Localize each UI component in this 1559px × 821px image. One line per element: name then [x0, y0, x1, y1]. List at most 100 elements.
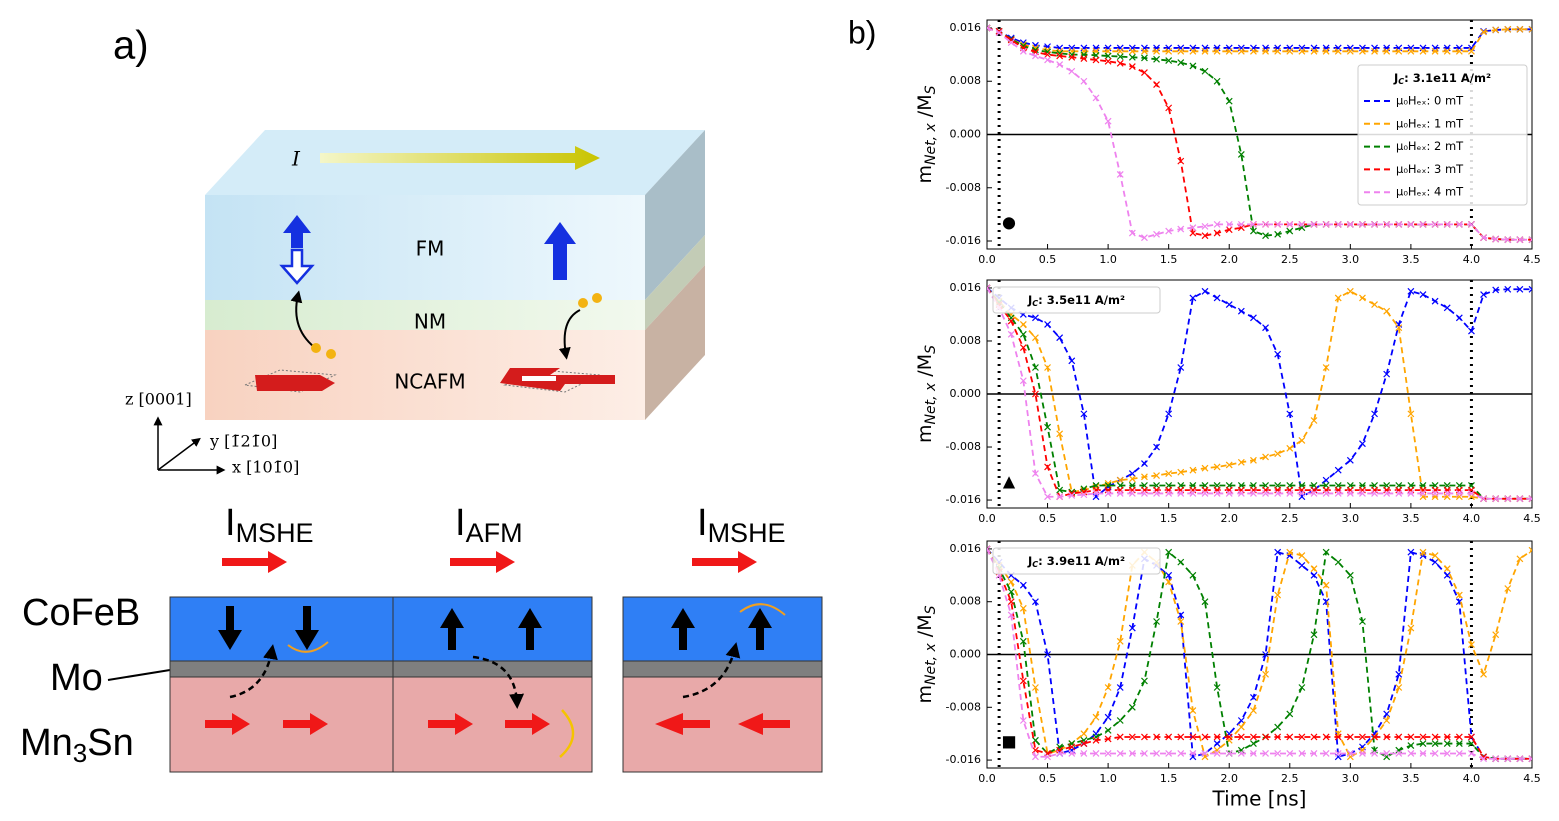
- electron: [592, 293, 602, 303]
- point-marker: [1250, 314, 1257, 322]
- legend-label: μ₀Hₑₓ: 4 mT: [1396, 185, 1464, 199]
- point-marker: [1019, 330, 1027, 338]
- point-marker: [1310, 733, 1318, 741]
- point-marker: [1250, 227, 1257, 235]
- point-marker: [1468, 47, 1475, 55]
- point-marker: [1128, 733, 1136, 741]
- line-chart: -0.016 -0.008 0.000 0.008 0.016 0.0 0.5 1.0 1.5 2…: [914, 540, 1541, 811]
- point-marker: [1383, 750, 1391, 757]
- point-marker: [1116, 53, 1124, 61]
- x-tick-label: 3.5: [1402, 253, 1420, 266]
- point-marker: [1371, 47, 1378, 55]
- point-marker: [1528, 546, 1532, 554]
- point-marker: [987, 24, 991, 32]
- spin-arrow: [279, 248, 315, 285]
- point-marker: [1274, 350, 1282, 358]
- x-axis-label: Time [ns]: [1211, 787, 1306, 811]
- point-marker: [1371, 750, 1378, 757]
- point-marker: [1262, 47, 1269, 55]
- point-marker: [1201, 750, 1209, 757]
- point-marker: [1044, 51, 1051, 59]
- subscript: AFM: [466, 518, 523, 548]
- point-marker: [1274, 733, 1282, 741]
- point-marker: [1359, 489, 1366, 497]
- point-marker: [1286, 410, 1294, 418]
- current-arrow: [692, 551, 757, 573]
- point-marker: [1116, 59, 1124, 67]
- series-line: [987, 287, 1532, 500]
- point-marker: [1032, 470, 1039, 477]
- point-marker: [1177, 157, 1185, 165]
- point-marker: [1007, 317, 1015, 325]
- point-marker: [1141, 473, 1148, 481]
- symbol: I: [225, 502, 236, 544]
- point-marker: [1213, 489, 1221, 497]
- point-marker: [1468, 220, 1475, 228]
- point-marker: [1431, 733, 1439, 741]
- point-marker: [1044, 364, 1051, 371]
- point-marker: [1007, 598, 1015, 606]
- series-line: [987, 548, 1532, 759]
- point-marker: [1250, 489, 1257, 497]
- point-marker: [1371, 489, 1378, 497]
- panel-symbol: ●: [1002, 213, 1016, 232]
- spin-current: [472, 655, 525, 709]
- point-marker: [1056, 334, 1064, 342]
- point-marker: [1262, 220, 1269, 228]
- series-line: [987, 27, 1532, 241]
- point-marker: [1201, 67, 1209, 75]
- point-marker: [1346, 571, 1354, 579]
- point-marker: [1080, 55, 1088, 63]
- x-tick-label: 0.0: [978, 253, 996, 266]
- point-marker: [1274, 230, 1282, 238]
- point-marker: [1431, 558, 1439, 566]
- point-marker: [1153, 489, 1160, 497]
- point-marker: [1455, 750, 1463, 757]
- fm-layer: [205, 195, 645, 300]
- legend-title: JC: 3.9e11 A/m²: [1027, 554, 1125, 569]
- mo-layer: [169, 660, 397, 678]
- x-tick-label: 4.5: [1523, 253, 1541, 266]
- y-tick-label: 0.008: [950, 74, 982, 87]
- subscript: C: [1032, 299, 1038, 308]
- point-marker: [1141, 54, 1148, 62]
- point-marker: [1528, 495, 1532, 503]
- point-marker: [1383, 717, 1391, 724]
- point-marker: [1116, 637, 1124, 645]
- subscript: MSHE: [708, 518, 786, 548]
- label-part: m: [914, 685, 936, 704]
- point-marker: [1443, 571, 1451, 579]
- point-marker: [1177, 489, 1185, 497]
- point-marker: [1298, 489, 1306, 497]
- point-marker: [1419, 489, 1427, 497]
- series-line: [987, 287, 1532, 499]
- point-marker: [1019, 47, 1027, 55]
- title-part: J: [1393, 71, 1398, 85]
- rest: Sn: [87, 722, 133, 764]
- y-axis-label: mNet, x /MS: [914, 605, 940, 703]
- point-marker: [1019, 581, 1027, 589]
- point-marker: [1419, 750, 1427, 757]
- precession-arc: [739, 603, 786, 616]
- point-marker: [1104, 726, 1112, 734]
- point-marker: [1213, 77, 1221, 85]
- point-marker: [1068, 357, 1076, 365]
- subscript: C: [1032, 560, 1038, 569]
- mn3sn-layer: [622, 676, 823, 773]
- point-marker: [1044, 56, 1051, 64]
- point-marker: [1455, 314, 1463, 322]
- x-tick-label: 4.0: [1463, 253, 1481, 266]
- y-tick-label: -0.016: [946, 753, 981, 766]
- point-marker: [1395, 220, 1403, 228]
- point-marker: [1322, 364, 1330, 371]
- series-line: [987, 27, 1532, 49]
- point-marker: [1371, 733, 1378, 741]
- moment-arrow: [522, 376, 556, 381]
- line-chart: -0.016 -0.008 0.000 0.008 0.016 0.0 0.5 1.0 1.5 2…: [914, 19, 1541, 266]
- point-marker: [1480, 234, 1487, 242]
- point-marker: [1225, 47, 1233, 55]
- point-marker: [1431, 489, 1439, 497]
- point-marker: [1019, 344, 1027, 352]
- point-marker: [1032, 334, 1039, 342]
- x-tick-label: 1.5: [1160, 253, 1178, 266]
